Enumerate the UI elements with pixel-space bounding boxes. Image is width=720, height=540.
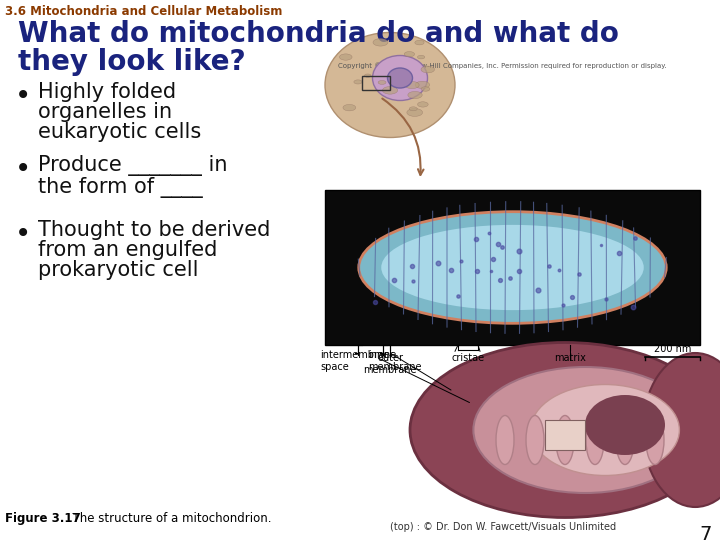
Ellipse shape	[354, 80, 362, 84]
Ellipse shape	[616, 415, 634, 464]
Ellipse shape	[407, 109, 423, 117]
Ellipse shape	[382, 225, 644, 310]
Text: 3.6 Mitochondria and Cellular Metabolism: 3.6 Mitochondria and Cellular Metabolism	[5, 5, 282, 18]
Ellipse shape	[372, 56, 428, 100]
Ellipse shape	[325, 32, 455, 138]
Ellipse shape	[373, 39, 388, 46]
Ellipse shape	[585, 395, 665, 455]
Text: Thought to be derived: Thought to be derived	[38, 220, 271, 240]
Ellipse shape	[586, 415, 604, 464]
Ellipse shape	[408, 91, 422, 99]
Ellipse shape	[474, 367, 697, 493]
Ellipse shape	[405, 82, 419, 89]
Text: •: •	[15, 82, 31, 110]
Ellipse shape	[382, 86, 397, 94]
Ellipse shape	[410, 342, 720, 517]
Text: Highly folded: Highly folded	[38, 82, 176, 102]
Bar	[545, 420, 585, 450]
Text: cristae: cristae	[451, 353, 485, 363]
Ellipse shape	[409, 107, 418, 111]
Ellipse shape	[643, 353, 720, 507]
Bar	[362, 76, 390, 90]
Ellipse shape	[378, 80, 386, 84]
Ellipse shape	[496, 415, 514, 464]
Text: organelles in: organelles in	[38, 102, 172, 122]
Text: the form of ____: the form of ____	[38, 177, 203, 198]
Text: matrix: matrix	[554, 353, 586, 363]
Text: 200 nm: 200 nm	[654, 344, 691, 354]
Text: The structure of a mitochondrion.: The structure of a mitochondrion.	[65, 512, 271, 525]
Ellipse shape	[343, 104, 356, 111]
Text: What do mitochondria do and what do: What do mitochondria do and what do	[18, 20, 619, 48]
Ellipse shape	[418, 55, 425, 59]
Text: 7: 7	[700, 525, 712, 540]
Ellipse shape	[646, 415, 664, 464]
Text: •: •	[15, 155, 31, 183]
Ellipse shape	[359, 212, 666, 323]
Text: eukaryotic cells: eukaryotic cells	[38, 122, 202, 142]
Ellipse shape	[421, 66, 435, 73]
Text: Copyright © The McGraw-Hill Companies, Inc. Permission required for reproduction: Copyright © The McGraw-Hill Companies, I…	[338, 62, 667, 69]
Bar	[325, 190, 700, 345]
Ellipse shape	[339, 54, 352, 60]
Ellipse shape	[418, 102, 428, 107]
Text: Figure 3.17: Figure 3.17	[5, 512, 81, 525]
Text: (top) : © Dr. Don W. Fawcett/Visuals Unlimited: (top) : © Dr. Don W. Fawcett/Visuals Unl…	[390, 522, 616, 532]
Ellipse shape	[387, 68, 413, 88]
Ellipse shape	[421, 87, 430, 91]
Ellipse shape	[531, 384, 680, 476]
Text: outer
membrane: outer membrane	[364, 353, 417, 375]
Text: they look like?: they look like?	[18, 48, 246, 76]
Text: •: •	[15, 220, 31, 248]
Ellipse shape	[415, 81, 430, 89]
Ellipse shape	[526, 415, 544, 464]
Ellipse shape	[415, 40, 424, 45]
Ellipse shape	[364, 74, 371, 77]
Ellipse shape	[556, 415, 574, 464]
Text: Produce _______ in: Produce _______ in	[38, 155, 228, 176]
Ellipse shape	[404, 52, 415, 57]
Text: inner
membrane: inner membrane	[368, 350, 421, 372]
Text: prokaryotic cell: prokaryotic cell	[38, 260, 199, 280]
Text: intermembrane
space: intermembrane space	[320, 350, 396, 372]
Text: from an engulfed: from an engulfed	[38, 240, 217, 260]
